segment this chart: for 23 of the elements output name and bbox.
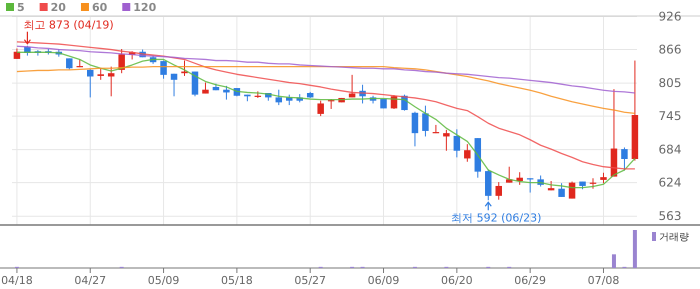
- x-tick-label: 06/09: [368, 274, 400, 287]
- legend-label: 120: [133, 1, 157, 14]
- legend-label: 거래량: [659, 232, 689, 243]
- x-tick-label: 05/09: [148, 274, 180, 287]
- y-tick-label: 866: [658, 42, 682, 57]
- x-tick-label: 04/18: [1, 274, 33, 287]
- annotation: 최고 873 (04/19): [23, 18, 114, 32]
- x-tick-label: 06/20: [440, 274, 473, 287]
- legend-label: 5: [17, 1, 25, 14]
- x-tick-label: 07/08: [588, 274, 620, 287]
- legend-label: 20: [50, 1, 66, 14]
- y-tick-label: 745: [658, 109, 682, 124]
- y-tick-label: 684: [658, 142, 682, 157]
- y-tick-label: 624: [658, 176, 682, 190]
- annotation: 최저 592 (06/23): [451, 211, 542, 224]
- x-tick-label: 05/27: [294, 274, 326, 287]
- x-tick-label: 06/29: [514, 274, 546, 287]
- y-tick-label: 805: [658, 76, 682, 90]
- y-tick-label: 563: [658, 209, 682, 224]
- legend-label: 60: [92, 1, 108, 14]
- x-tick-label: 05/18: [221, 274, 253, 287]
- y-tick-label: 926: [658, 10, 682, 24]
- x-tick-label: 04/27: [74, 274, 106, 287]
